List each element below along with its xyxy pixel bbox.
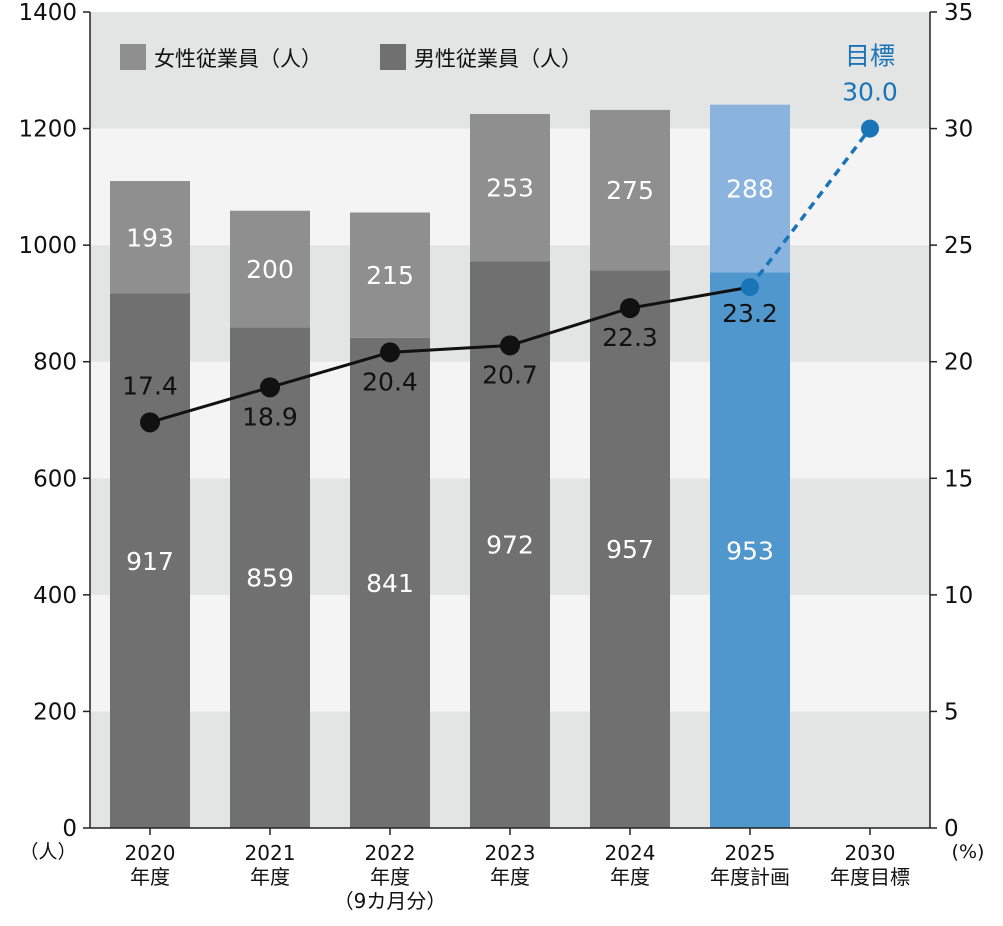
x-tick-label: 2023 (485, 841, 536, 865)
x-tick-label: 2030 (845, 841, 896, 865)
bar-male (470, 261, 550, 828)
ratio-label: 20.7 (482, 360, 538, 389)
y-left-tick-label: 1400 (18, 0, 77, 26)
bar-label-female: 275 (606, 176, 654, 205)
ratio-label: 17.4 (122, 371, 178, 400)
bar-female (590, 109, 670, 271)
legend-label-female: 女性従業員（人） (154, 47, 322, 71)
ratio-point (260, 377, 280, 398)
ratio-label: 20.4 (362, 367, 418, 396)
bar-label-male: 859 (246, 564, 294, 593)
y-left-tick-label: 0 (62, 816, 77, 842)
x-tick-label: 年度 (610, 865, 650, 889)
bar-label-female: 215 (366, 261, 414, 290)
bar-female (470, 114, 550, 262)
legend-label-male: 男性従業員（人） (414, 47, 582, 71)
bar-label-male: 972 (486, 531, 534, 560)
ratio-label: 23.2 (722, 299, 778, 328)
target-label: 目標 (845, 42, 895, 71)
y-left-tick-label: 200 (33, 699, 77, 725)
bar-female (350, 212, 430, 338)
bar-male (110, 293, 190, 828)
y-left-tick-label: 1000 (18, 233, 77, 259)
bar-label-male: 957 (606, 535, 654, 564)
ratio-point (140, 412, 160, 433)
bar-value-labels: 917 193 859 200 841 215 972 253 957 275 953 288 (126, 174, 774, 598)
x-tick-label: （9カ月分） (334, 889, 447, 913)
bar-male (590, 270, 670, 829)
ratio-point (620, 298, 640, 319)
x-tick-label: 年度 (130, 865, 170, 889)
x-tick-label: 2020 (125, 841, 176, 865)
x-tick-label: 年度 (490, 865, 530, 889)
x-tick-label: 年度目標 (830, 865, 910, 889)
y-right-tick-label: 0 (944, 816, 959, 842)
legend-swatch-male (380, 44, 406, 70)
y-right-unit: (%) (952, 841, 985, 863)
ratio-line-target (748, 127, 872, 289)
ratio-label: 18.9 (242, 402, 298, 431)
y-right-tick-label: 5 (944, 699, 959, 725)
bar-female (710, 104, 790, 273)
bars (110, 104, 790, 829)
x-tick-label: 2024 (605, 841, 656, 865)
x-tick-label: 2022 (365, 841, 416, 865)
ratio-point (741, 278, 759, 297)
bar-male (710, 272, 790, 829)
x-tick-label: 2025 (725, 841, 776, 865)
y-right-tick-label: 35 (944, 0, 973, 26)
ratio-label: 22.3 (602, 323, 658, 352)
x-tick-label: 年度計画 (710, 865, 790, 889)
bar-label-female: 253 (486, 174, 534, 203)
bar-label-male: 953 (726, 536, 774, 565)
y-right-tick-label: 10 (944, 583, 973, 609)
bar-label-female: 193 (126, 223, 174, 252)
y-right-tick-label: 15 (944, 466, 973, 492)
ratio-point (500, 335, 520, 356)
ratio-line-actual (149, 285, 751, 424)
ratio-line: 17.4 18.9 20.4 20.7 22.3 23.2 目標 30.0 (122, 42, 898, 433)
bar-label-female: 288 (726, 175, 774, 204)
y-right-tick-label: 25 (944, 233, 973, 259)
ratio-point (861, 119, 879, 138)
bar-male (350, 337, 430, 828)
x-tick-label: 年度 (250, 865, 290, 889)
bar-label-male: 917 (126, 547, 174, 576)
axes: 020040060080010001200140005101520253035（… (18, 0, 984, 913)
y-right-tick-label: 30 (944, 117, 973, 143)
bar-label-female: 200 (246, 255, 294, 284)
bar-female (110, 181, 190, 294)
y-left-unit: （人） (19, 841, 76, 863)
y-left-tick-label: 400 (33, 583, 77, 609)
x-tick-label: 2021 (245, 841, 296, 865)
y-left-tick-label: 800 (33, 350, 77, 376)
bar-male (230, 327, 310, 828)
bar-label-male: 841 (366, 569, 414, 598)
bar-female (230, 210, 310, 328)
ratio-point (380, 342, 400, 363)
y-left-tick-label: 1200 (18, 117, 77, 143)
x-tick-label: 年度 (370, 865, 410, 889)
legend: 女性従業員（人） 男性従業員（人） (120, 44, 582, 71)
target-value-label: 30.0 (842, 78, 898, 107)
y-right-tick-label: 20 (944, 350, 973, 376)
legend-swatch-female (120, 44, 146, 70)
y-left-tick-label: 600 (33, 466, 77, 492)
